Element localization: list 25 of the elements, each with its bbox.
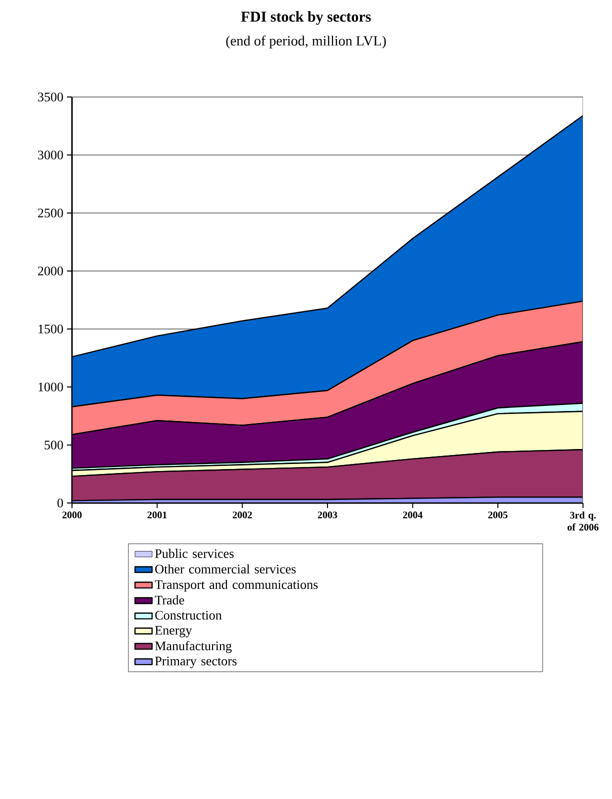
x-tick-label: 2004	[403, 512, 422, 518]
x-tick-label: 2003	[318, 512, 338, 518]
x-tick-label: 2002	[232, 512, 252, 518]
chart-title: FDI stock by sectors	[241, 11, 371, 25]
legend-label: Trade	[154, 595, 184, 605]
legend-label: Transport and communications	[154, 580, 318, 592]
y-tick-label: 3000	[38, 150, 63, 160]
legend-label: Other commercial services	[155, 564, 296, 574]
legend-label: Manufacturing	[155, 641, 232, 653]
y-tick-label: 3500	[38, 92, 63, 102]
x-tick-label: 2001	[148, 512, 167, 518]
chart-subtitle: (end of period, million LVL)	[226, 36, 386, 48]
y-tick-label: 2000	[38, 266, 63, 276]
y-tick-label: 1500	[38, 324, 63, 334]
legend-label: Public services	[155, 548, 234, 558]
legend-label: Construction	[155, 610, 222, 620]
x-tick-label: 2005	[488, 512, 508, 518]
y-tick-label: 1000	[38, 382, 63, 392]
x-tick-label: 2000	[62, 512, 82, 518]
x-tick-label: 3rd q. of 2006	[568, 512, 599, 531]
legend-label: Primary sectors	[155, 656, 237, 668]
legend-label: Energy	[155, 626, 192, 638]
y-tick-label: 2500	[38, 208, 63, 218]
y-tick-label: 500	[44, 440, 63, 450]
y-tick-label: 0	[57, 498, 63, 508]
